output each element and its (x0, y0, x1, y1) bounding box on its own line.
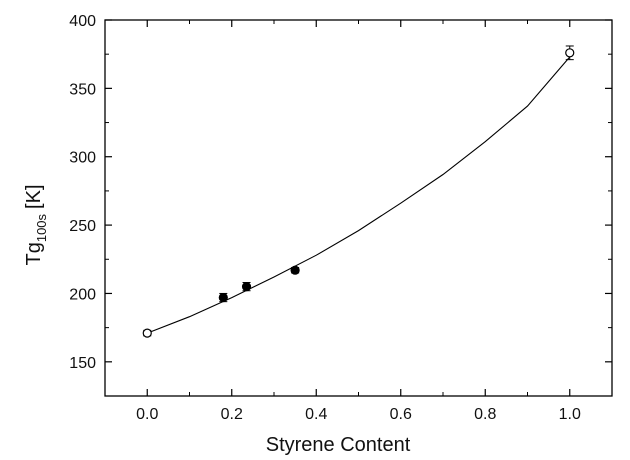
y-tick-label: 400 (69, 13, 96, 30)
plot-frame (104, 19, 613, 397)
x-tick-label: 0.6 (390, 406, 412, 423)
data-point-filled (218, 292, 228, 303)
x-tick-label: 0.2 (221, 406, 243, 423)
data-point-filled (241, 282, 252, 292)
data-point-filled (290, 265, 300, 275)
data-marks (142, 45, 575, 338)
y-tick-label: 250 (69, 218, 96, 235)
y-axis-label: Tg100s [K] (23, 185, 49, 266)
y-axis-label-subscript: 100s (34, 213, 49, 242)
x-axis: 0.0 0.2 0.4 0.6 0.8 1.0 (104, 20, 613, 423)
fit-curve (147, 56, 571, 334)
x-tick-label: 0.0 (136, 406, 158, 423)
y-tick-label: 300 (69, 150, 96, 167)
y-tick-label: 200 (69, 286, 96, 303)
plot-area (104, 19, 613, 397)
y-axis-label-unit: [K] (23, 185, 45, 209)
x-tick-label: 0.8 (474, 406, 496, 423)
y-axis: 150 200 250 300 350 400 (69, 13, 612, 397)
y-tick-label: 150 (69, 355, 96, 372)
y-axis-label-main: Tg (23, 242, 45, 265)
x-tick-label: 1.0 (559, 406, 581, 423)
data-point-open (565, 48, 575, 58)
data-point-open (142, 328, 152, 338)
x-axis-label: Styrene Content (266, 434, 411, 456)
y-tick-label: 350 (69, 81, 96, 98)
x-tick-label: 0.4 (305, 406, 327, 423)
